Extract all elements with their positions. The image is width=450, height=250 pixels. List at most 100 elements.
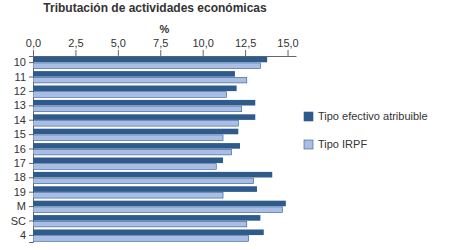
tick-label: 12,5 bbox=[235, 37, 256, 49]
tick-label: 7,5 bbox=[153, 37, 168, 49]
tick-mark bbox=[118, 50, 119, 56]
tick: 15 bbox=[14, 128, 33, 140]
tick: 10 bbox=[14, 56, 33, 68]
tick-label: 12 bbox=[14, 85, 26, 97]
bar bbox=[33, 143, 240, 149]
tick: 10,0 bbox=[192, 37, 213, 56]
tick: SC bbox=[11, 215, 33, 227]
bar bbox=[33, 63, 260, 69]
tick: 16 bbox=[14, 143, 33, 155]
axis-line bbox=[29, 57, 34, 243]
bar bbox=[33, 135, 223, 141]
legend-label: Tipo IRPF bbox=[318, 138, 367, 150]
bar bbox=[33, 186, 257, 192]
bar bbox=[33, 77, 247, 83]
tick-mark bbox=[29, 105, 33, 106]
tick: M bbox=[17, 200, 33, 212]
bar bbox=[33, 178, 254, 184]
legend-label: Tipo efectivo atribuible bbox=[318, 110, 428, 122]
tick-mark bbox=[29, 235, 33, 236]
tick-label: 10,0 bbox=[192, 37, 213, 49]
bar bbox=[33, 207, 282, 213]
legend-swatch bbox=[304, 140, 313, 149]
legend-item: Tipo IRPF bbox=[304, 138, 367, 150]
legend-swatch bbox=[304, 112, 313, 121]
tick-mark bbox=[203, 50, 204, 56]
tick-mark bbox=[29, 91, 33, 92]
bars bbox=[33, 57, 286, 242]
tick: 19 bbox=[14, 186, 33, 198]
tick-label: 11 bbox=[15, 71, 26, 83]
tick: 12,5 bbox=[235, 37, 256, 56]
bar bbox=[33, 100, 255, 106]
title: Tributación de actividades económicas bbox=[43, 1, 267, 15]
tick-mark bbox=[288, 50, 289, 56]
bar bbox=[33, 192, 223, 198]
tick-mark bbox=[29, 77, 33, 78]
tick: 17 bbox=[14, 157, 33, 169]
y-axis: 10 11 12 13 14 15 16 17 18 19 M SC 4 bbox=[11, 56, 34, 242]
tick-label: 0,0 bbox=[26, 37, 41, 49]
tick: 7,5 bbox=[153, 37, 168, 56]
legend-item: Tipo efectivo atribuible bbox=[304, 110, 428, 122]
chart: Tributación de actividades económicas% 0,… bbox=[0, 0, 450, 250]
tick-label: 13 bbox=[14, 99, 26, 111]
tick: 13 bbox=[14, 99, 33, 111]
tick-label: 14 bbox=[14, 114, 26, 126]
bar bbox=[33, 121, 238, 127]
bar bbox=[33, 221, 247, 227]
tick-mark bbox=[33, 50, 34, 56]
tick-label: 18 bbox=[14, 171, 26, 183]
tick-mark bbox=[29, 163, 33, 164]
bar bbox=[33, 106, 242, 112]
tick-label: 10 bbox=[14, 56, 26, 68]
tick: 18 bbox=[14, 171, 33, 183]
axis-title: % bbox=[160, 23, 170, 35]
bar bbox=[33, 86, 237, 92]
tick-mark bbox=[160, 50, 161, 56]
tick: 0,0 bbox=[26, 37, 41, 56]
bar bbox=[33, 114, 255, 120]
tick-mark bbox=[29, 220, 33, 221]
tick-mark bbox=[29, 120, 33, 121]
tick-label: SC bbox=[11, 215, 26, 227]
tick-mark bbox=[75, 50, 76, 56]
bar bbox=[33, 71, 235, 77]
tick: 2,5 bbox=[68, 37, 83, 56]
tick-mark bbox=[29, 62, 33, 63]
bar bbox=[33, 157, 223, 163]
x-axis: 0,0 2,5 5,0 7,5 10,0 12,5 15,0 bbox=[26, 37, 299, 57]
bar bbox=[33, 164, 216, 170]
tick-label: 16 bbox=[14, 143, 26, 155]
tick-label: M bbox=[17, 200, 26, 212]
tick-label: 2,5 bbox=[68, 37, 83, 49]
tick: 12 bbox=[14, 85, 33, 97]
bar bbox=[33, 236, 248, 242]
tick: 4 bbox=[20, 229, 33, 241]
tick-mark bbox=[29, 134, 33, 135]
tick-mark bbox=[29, 206, 33, 207]
bar bbox=[33, 92, 226, 98]
tick: 11 bbox=[15, 71, 33, 83]
tick-label: 4 bbox=[20, 229, 26, 241]
bar bbox=[33, 229, 264, 235]
tick: 5,0 bbox=[111, 37, 126, 56]
bar bbox=[33, 172, 272, 178]
tick-label: 5,0 bbox=[111, 37, 126, 49]
legend: Tipo efectivo atribuible Tipo IRPF bbox=[304, 110, 428, 150]
chart-container: Tributación de actividades económicas% 0,… bbox=[0, 0, 450, 250]
tick-label: 19 bbox=[14, 186, 26, 198]
tick-mark bbox=[29, 192, 33, 193]
bar bbox=[33, 215, 260, 221]
bar bbox=[33, 57, 267, 63]
tick-mark bbox=[29, 149, 33, 150]
tick-label: 17 bbox=[14, 157, 26, 169]
tick: 15,0 bbox=[277, 37, 298, 56]
tick-mark bbox=[245, 50, 246, 56]
tick-mark bbox=[29, 177, 33, 178]
plot: 0,0 2,5 5,0 7,5 10,0 12,5 15,0 10 11 12 13 14 15 16 17… bbox=[11, 37, 299, 243]
bar bbox=[33, 149, 232, 155]
tick-label: 15,0 bbox=[277, 37, 298, 49]
tick-label: 15 bbox=[14, 128, 26, 140]
tick: 14 bbox=[14, 114, 33, 126]
